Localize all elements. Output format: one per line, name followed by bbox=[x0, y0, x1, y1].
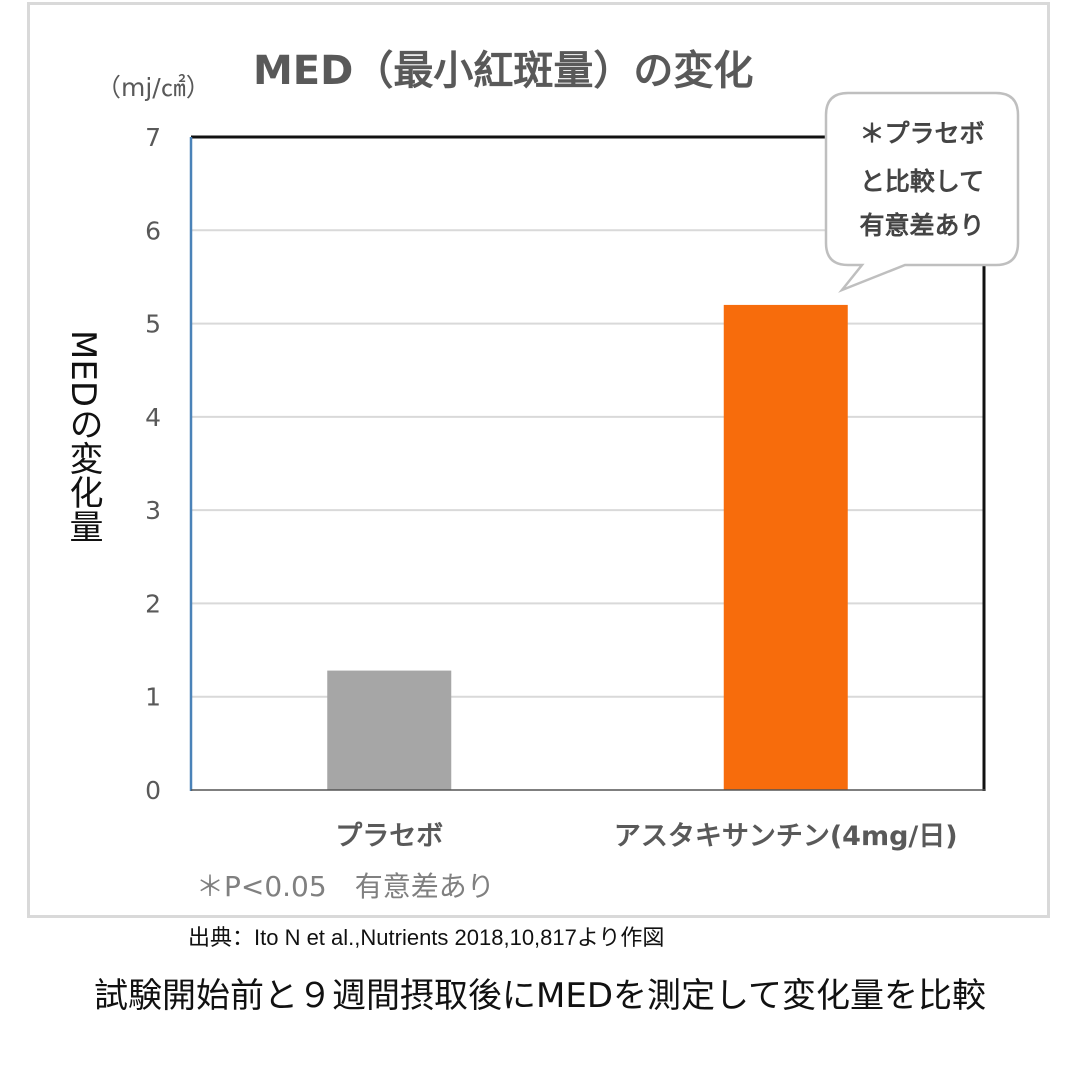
x-tick-labels: プラセボ アスタキサンチン(4mg/日) bbox=[335, 821, 957, 852]
y-axis-label: MEDの変化量 bbox=[63, 330, 103, 543]
bars bbox=[327, 304, 848, 790]
callout-bubble bbox=[824, 91, 1020, 293]
significance-note: ＊P<0.05 有意差あり bbox=[196, 870, 495, 903]
chart-title: MED（最小紅斑量）の変化 bbox=[253, 48, 753, 94]
callout-line-2: と比較して bbox=[860, 167, 984, 196]
gridlines bbox=[191, 229, 984, 698]
x-tick-label: アスタキサンチン(4mg/日) bbox=[614, 821, 958, 852]
caption: 試験開始前と９週間摂取後にMEDを測定して変化量を比較 bbox=[94, 976, 986, 1016]
callout-line-3: 有意差あり bbox=[859, 211, 984, 240]
y-tick-label: 0 bbox=[145, 776, 161, 805]
y-tick-label: 7 bbox=[145, 123, 161, 152]
x-tick-label: プラセボ bbox=[335, 821, 443, 852]
y-tick-label: 3 bbox=[145, 496, 161, 525]
significance-callout: ＊プラセボ と比較して 有意差あり bbox=[824, 91, 1020, 293]
y-tick-label: 4 bbox=[145, 403, 161, 432]
bar-1 bbox=[723, 304, 848, 790]
y-tick-label: 6 bbox=[145, 216, 161, 245]
y-tick-label: 1 bbox=[145, 683, 161, 712]
y-tick-label: 5 bbox=[145, 310, 161, 339]
y-tick-label: 2 bbox=[145, 589, 161, 618]
bar-0 bbox=[327, 670, 452, 790]
callout-line-1: ＊プラセボ bbox=[859, 119, 984, 148]
unit-label: （mj/㎠） bbox=[96, 73, 211, 102]
bar-chart: 0 1 2 3 4 5 6 7 プラセボ アスタキサンチン(4mg/日) MED（最小紅斑量）の… bbox=[63, 48, 1020, 903]
y-tick-labels: 0 1 2 3 4 5 6 7 bbox=[145, 123, 161, 805]
source-note: 出典：Ito N et al.,Nutrients 2018,10,817より作… bbox=[188, 925, 665, 950]
